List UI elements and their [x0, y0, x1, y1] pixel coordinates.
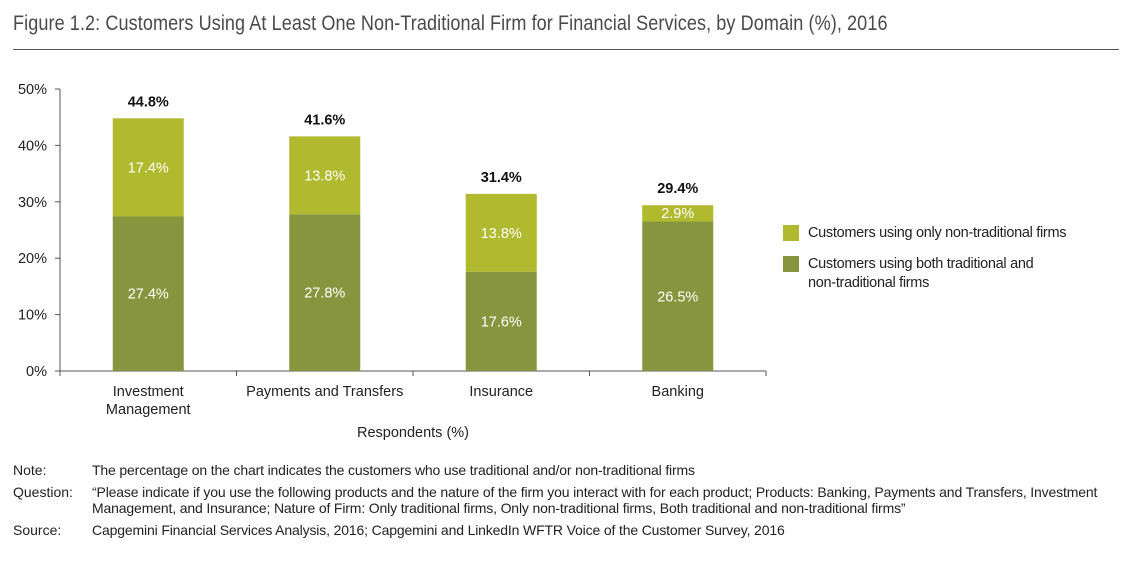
segment-value-label: 27.8% [304, 286, 345, 302]
note-key: Note: [13, 462, 47, 478]
question-key: Question: [13, 483, 73, 500]
legend-swatch [783, 225, 799, 241]
legend-label: Customers using only non-traditional fir… [808, 225, 1067, 241]
bar-segment-both [642, 221, 714, 371]
bar-segment-only-non-traditional [642, 205, 714, 222]
source-row: Source: Capgemini Financial Services Ana… [13, 522, 1102, 539]
footnotes: Note: The percentage on the chart indica… [13, 462, 1102, 543]
legend: Customers using only non-traditional fir… [783, 224, 1108, 305]
total-value-label: 44.8% [128, 94, 169, 110]
y-tick-label: 50% [18, 82, 47, 98]
segment-value-label: 13.8% [481, 226, 522, 242]
question-text: “Please indicate if you use the followin… [92, 483, 1098, 517]
x-tick-label: Insurance [469, 384, 533, 400]
segment-value-label: 13.8% [304, 168, 345, 184]
bar-labels: 27.4% 17.4% 44.8% 27.8% 13.8% 41.6% 17.6% 13.8%… [128, 94, 699, 330]
x-axis-title: Respondents (%) [357, 425, 469, 441]
figure-title: Figure 1.2: Customers Using At Least One… [13, 12, 888, 35]
y-tick-label: 20% [18, 251, 47, 267]
segment-value-label: 17.4% [128, 160, 169, 176]
bar-segment-only-non-traditional [289, 136, 361, 215]
y-tick-label: 30% [18, 195, 47, 211]
question-row: Question: “Please indicate if you use th… [13, 484, 1102, 517]
y-axis: 0% 10% 20% 30% 40% 50% [18, 82, 61, 380]
legend-label: Customers using both traditional and non… [808, 255, 1108, 293]
legend-swatch [783, 256, 799, 272]
source-text: Capgemini Financial Services Analysis, 2… [92, 521, 785, 538]
x-axis: Investment Management Payments and Transfe… [59, 370, 767, 418]
x-tick-label: Banking [652, 384, 704, 400]
x-tick-label: Management [106, 402, 191, 418]
total-value-label: 31.4% [481, 170, 522, 186]
segment-value-label: 17.6% [481, 314, 522, 330]
segment-value-label: 2.9% [661, 206, 694, 222]
legend-label-line: non-traditional firms [808, 275, 930, 291]
note-row: Note: The percentage on the chart indica… [13, 462, 1102, 479]
bar-segment-both [465, 271, 537, 371]
segment-value-label: 27.4% [128, 287, 169, 303]
bar-segment-only-non-traditional [465, 193, 537, 272]
legend-item-only-non-traditional: Customers using only non-traditional fir… [783, 224, 1108, 243]
x-tick-label: Investment [113, 384, 184, 400]
segment-value-label: 26.5% [657, 289, 698, 305]
bar-segment-both [289, 214, 361, 371]
x-tick-label: Payments and Transfers [246, 384, 403, 400]
legend-label-line: Customers using both traditional and [808, 256, 1034, 272]
y-tick-label: 0% [26, 364, 47, 380]
note-text: The percentage on the chart indicates th… [92, 462, 695, 478]
legend-item-both: Customers using both traditional and non… [783, 255, 1108, 293]
stacked-bar-chart: 0% 10% 20% 30% 40% 50% Investment Management Pa… [18, 82, 767, 441]
bar-segment-both [112, 216, 184, 371]
y-tick-label: 40% [18, 138, 47, 154]
y-tick-label: 10% [18, 308, 47, 324]
total-value-label: 29.4% [657, 181, 698, 197]
total-value-label: 41.6% [304, 112, 345, 128]
title-divider [13, 49, 1119, 50]
bars [112, 118, 714, 371]
source-key: Source: [13, 521, 62, 538]
bar-segment-only-non-traditional [112, 118, 184, 217]
